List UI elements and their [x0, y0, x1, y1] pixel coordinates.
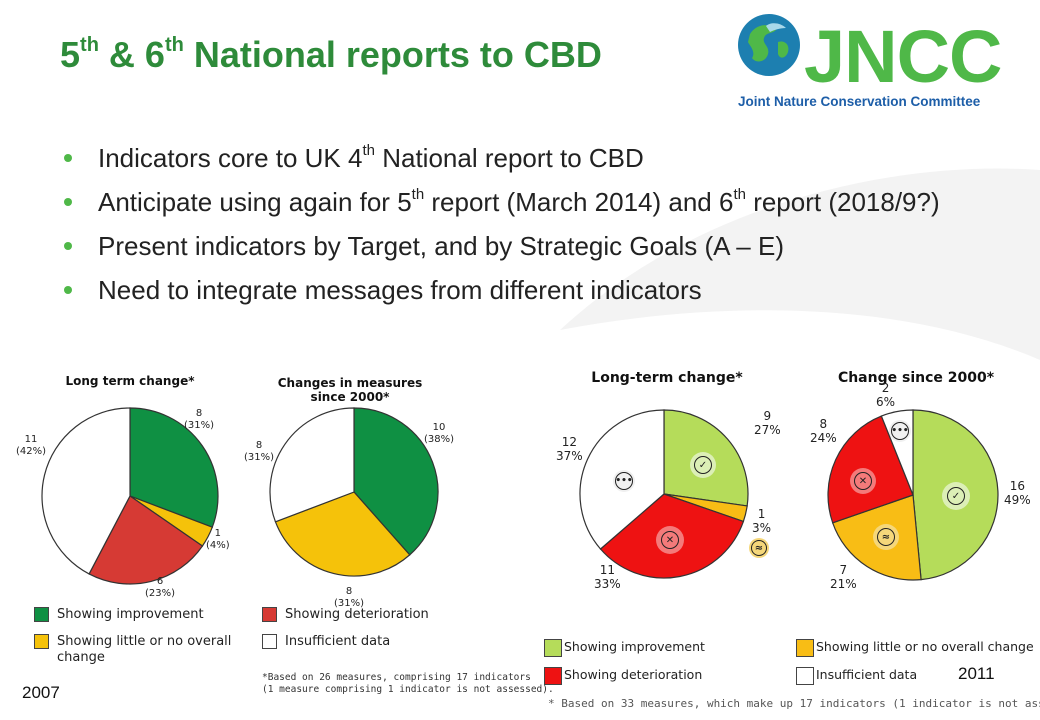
pie-slice-showing-improvement	[353, 407, 439, 556]
approx-icon: ≈	[873, 524, 899, 550]
legend-item-deterioration: Showing deterioration	[544, 667, 702, 685]
pie-chart-2007-since2000	[269, 407, 439, 577]
pie-slice-showing-deterioration	[88, 495, 204, 585]
ellipsis-icon: •••	[613, 470, 635, 492]
bullet-dot-icon	[64, 286, 72, 294]
logo-subtitle: Joint Nature Conservation Committee	[738, 94, 981, 109]
globe-icon	[738, 14, 800, 76]
check-icon: ✓	[942, 482, 970, 510]
bullet-item: Indicators core to UK 4th National repor…	[62, 142, 992, 174]
data-label: 10 (38%)	[424, 422, 455, 445]
pie-chart-2011-since2000	[827, 409, 999, 581]
data-label: 8 24%	[810, 417, 837, 445]
bullet-item: Anticipate using again for 5th report (M…	[62, 186, 992, 218]
data-label: 11 (42%)	[16, 434, 47, 457]
pie-chart-2007-long	[41, 407, 219, 585]
bullet-list: Indicators core to UK 4th National repor…	[62, 142, 992, 318]
legend-swatch	[544, 667, 562, 685]
chart-title-2011-since2000: Change since 2000*	[837, 370, 995, 386]
legend-swatch	[34, 634, 49, 649]
bullet-item: Need to integrate messages from differen…	[62, 274, 992, 306]
data-label: 16 49%	[1004, 479, 1031, 507]
data-label: 11 33%	[594, 563, 621, 591]
legend-item-insufficient: Insufficient data	[796, 667, 917, 685]
bullet-item: Present indicators by Target, and by Str…	[62, 230, 992, 262]
legend-item-little-change: Showing little or no overall change	[796, 639, 1034, 657]
pie-slice-insufficient-data	[269, 407, 355, 523]
check-icon: ✓	[690, 452, 716, 478]
year-label-2007: 2007	[22, 683, 60, 702]
legend-item-improvement: Showing improvement	[34, 607, 204, 622]
pie-slice-insufficient-data	[41, 407, 131, 575]
chart-title-2007-long: Long term change*	[65, 374, 195, 388]
data-label: 8 (31%)	[244, 440, 275, 463]
bullet-dot-icon	[64, 154, 72, 162]
data-label: 7 21%	[830, 563, 857, 591]
pie-slice-showing-improvement	[129, 407, 219, 528]
legend-swatch	[34, 607, 49, 622]
cross-icon: ✕	[850, 468, 876, 494]
data-label: 6 (23%)	[145, 576, 176, 599]
data-label: 8 (31%)	[184, 408, 215, 431]
legend-item-little-change: Showing little or no overall change	[34, 634, 249, 666]
cross-icon: ✕	[656, 526, 684, 554]
data-label: 9 27%	[754, 409, 781, 437]
chart-title-2007-since2000: Changes in measures since 2000*	[277, 376, 423, 404]
year-label-2011: 2011	[958, 664, 995, 683]
pie-chart-2011-long	[579, 409, 749, 579]
pie-slice-showing-little-or-no-overall-change	[274, 491, 411, 577]
data-label: 8 (31%)	[334, 586, 365, 609]
footnote-2011: * Based on 33 measures, which make up 17…	[548, 697, 1040, 710]
legend-swatch	[544, 639, 562, 657]
legend-item-deterioration: Showing deterioration	[262, 607, 429, 622]
legend-item-improvement: Showing improvement	[544, 639, 705, 657]
footnote-2007: *Based on 26 measures, comprising 17 ind…	[262, 672, 554, 695]
legend-swatch	[796, 639, 814, 657]
legend-swatch	[796, 667, 814, 685]
data-label: 1 (4%)	[206, 528, 230, 551]
legend-swatch	[262, 607, 277, 622]
jncc-logo: JNCC Joint Nature Conservation Committee	[736, 12, 1036, 112]
chart-title-2011-long: Long-term change*	[591, 370, 743, 386]
ellipsis-icon: •••	[889, 420, 911, 442]
data-label: 2 6%	[876, 381, 896, 409]
bullet-dot-icon	[64, 198, 72, 206]
data-label: 12 37%	[556, 435, 583, 463]
legend-item-insufficient: Insufficient data	[262, 634, 390, 649]
legend-swatch	[262, 634, 277, 649]
approx-icon: ≈	[749, 538, 769, 558]
page-title: 5th & 6th National reports to CBD	[60, 34, 602, 75]
data-label: 1 3%	[752, 507, 772, 535]
logo-wordmark: JNCC	[804, 15, 1002, 98]
bullet-dot-icon	[64, 242, 72, 250]
